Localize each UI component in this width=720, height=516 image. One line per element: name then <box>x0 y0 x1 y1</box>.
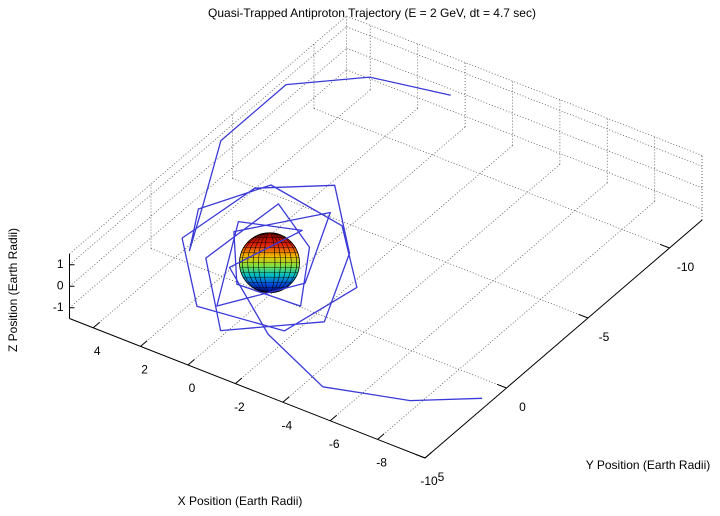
grid-line <box>232 178 589 319</box>
y-tick-label: 0 <box>519 400 526 414</box>
z-tick-label: 1 <box>57 257 64 271</box>
chart-title: Quasi-Trapped Antiproton Trajectory (E =… <box>208 6 536 20</box>
box-edge <box>346 15 703 156</box>
x-tick <box>187 359 195 366</box>
grid-line <box>282 163 561 403</box>
y-tick-label: -10 <box>677 260 695 274</box>
grid-line <box>346 26 703 167</box>
y-tick <box>496 383 507 389</box>
grid <box>69 15 703 459</box>
y-tick-label: 5 <box>438 470 445 484</box>
x-tick-label: -2 <box>234 400 245 414</box>
grid-line <box>313 108 670 249</box>
x-tick-label: 2 <box>141 363 148 377</box>
grid-line <box>69 26 347 266</box>
x-tick <box>235 377 243 384</box>
grid-line <box>69 69 347 309</box>
grid-line <box>92 89 371 329</box>
grid-line <box>69 47 347 287</box>
y-tick-label: -5 <box>599 330 610 344</box>
grid-line <box>140 108 418 347</box>
x-tick-label: -10 <box>420 474 438 488</box>
z-axis-label: Z Position (Earth Radii) <box>6 228 20 352</box>
box-edge <box>69 15 347 255</box>
x-tick-label: 0 <box>189 381 196 395</box>
y-tick <box>659 243 670 249</box>
y-tick <box>415 453 426 459</box>
y-axis-label: Y Position (Earth Radii) <box>586 458 711 472</box>
x-tick-label: 4 <box>94 344 101 358</box>
x-tick <box>329 414 338 422</box>
x-tick <box>377 433 385 440</box>
x-axis-label: X Position (Earth Radii) <box>178 494 303 508</box>
grid-line <box>187 126 466 366</box>
x-tick <box>424 452 432 459</box>
x-axis <box>69 318 426 459</box>
x-tick-label: -8 <box>376 456 387 470</box>
x-tick-label: -4 <box>281 418 292 432</box>
grid-line <box>346 69 703 210</box>
x-tick <box>282 396 290 403</box>
y-tick <box>578 313 589 319</box>
grid-line <box>346 47 703 189</box>
x-tick <box>140 340 148 347</box>
y-axis <box>424 219 703 459</box>
grid-line <box>150 248 507 389</box>
grid-line <box>377 201 655 440</box>
trajectory <box>181 76 483 402</box>
grid-line <box>329 182 608 422</box>
grid-line <box>235 145 513 384</box>
z-tick-label: -1 <box>53 300 64 314</box>
z-tick-label: 0 <box>57 278 64 292</box>
x-tick <box>92 321 101 329</box>
x-tick-label: -6 <box>329 437 340 451</box>
